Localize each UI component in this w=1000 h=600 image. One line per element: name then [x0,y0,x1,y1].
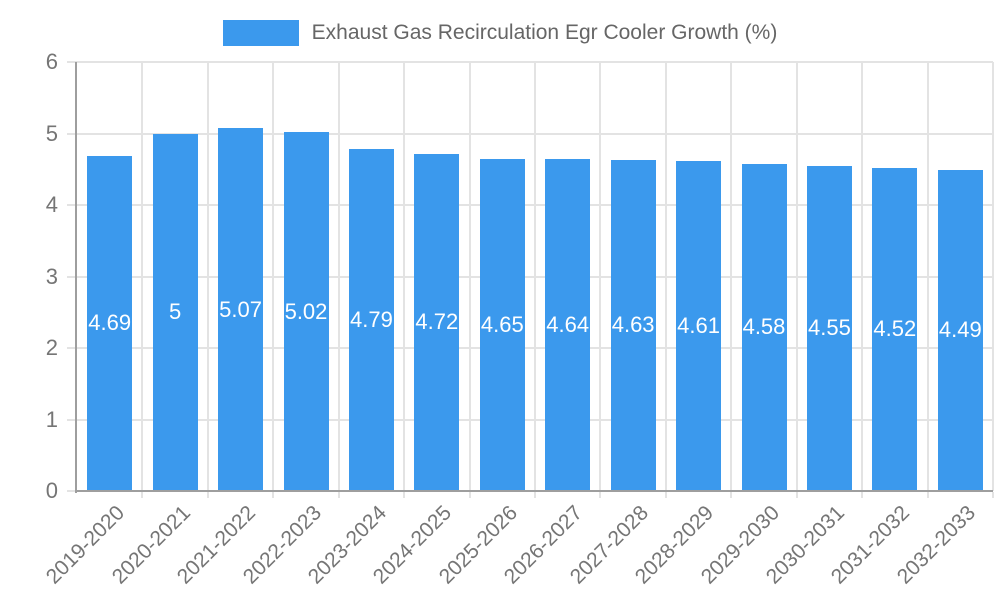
bar[interactable] [937,169,983,490]
gridline-vertical [795,62,798,491]
x-tick-mark [599,492,602,498]
bar[interactable] [87,155,133,490]
legend-label: Exhaust Gas Recirculation Egr Cooler Gro… [311,21,778,44]
gridline-vertical [403,62,406,491]
y-tick-label: 0 [45,478,58,503]
bar[interactable] [218,128,264,490]
y-tick-label: 3 [45,263,58,289]
gridline-vertical [926,62,929,491]
bar[interactable] [872,167,918,490]
bar[interactable] [152,133,198,490]
y-tick-mark [67,418,77,421]
x-tick-mark [795,492,798,498]
y-tick-mark [67,275,77,278]
x-tick-mark [337,492,340,498]
y-tick-mark [67,204,77,206]
y-tick-label: 2 [45,335,58,360]
y-tick-mark [67,490,77,492]
y-tick-label: 5 [45,120,58,146]
x-tick-mark [861,492,864,498]
y-axis-line [75,62,77,493]
gridline-vertical [992,62,994,491]
bar[interactable] [676,161,722,490]
x-tick-mark [272,492,275,498]
x-tick-mark [992,492,994,498]
gridline-vertical [599,62,602,491]
legend-swatch [222,20,299,46]
y-tick-label: 1 [45,406,58,432]
bar[interactable] [806,165,852,490]
y-tick-label: 6 [45,49,58,74]
x-tick-mark [664,492,667,498]
gridline-vertical [468,62,471,491]
gridline-vertical [534,62,536,491]
y-tick-label: 4 [45,192,58,217]
bar[interactable] [414,153,460,490]
bar[interactable] [741,163,787,490]
x-tick-mark [468,492,471,498]
gridline-vertical [664,62,667,491]
gridline-vertical [730,62,733,491]
x-tick-mark [534,492,536,498]
gridline-vertical [272,62,275,491]
bar[interactable] [479,158,525,490]
y-tick-mark [67,61,77,63]
x-axis-line [75,490,993,492]
y-tick-mark [67,132,77,135]
x-tick-mark [141,492,144,498]
x-tick-mark [206,492,209,498]
gridline-vertical [141,62,144,491]
bar[interactable] [610,159,656,490]
gridline-vertical [337,62,340,491]
y-tick-mark [67,347,77,349]
x-tick-mark [926,492,929,498]
bar[interactable] [283,132,329,490]
bar[interactable] [348,148,394,490]
gridline-vertical [206,62,209,491]
legend-item[interactable]: Exhaust Gas Recirculation Egr Cooler Gro… [0,20,1000,46]
gridline-vertical [861,62,864,491]
x-tick-mark [730,492,733,498]
x-tick-mark [403,492,406,498]
bar[interactable] [545,159,591,490]
